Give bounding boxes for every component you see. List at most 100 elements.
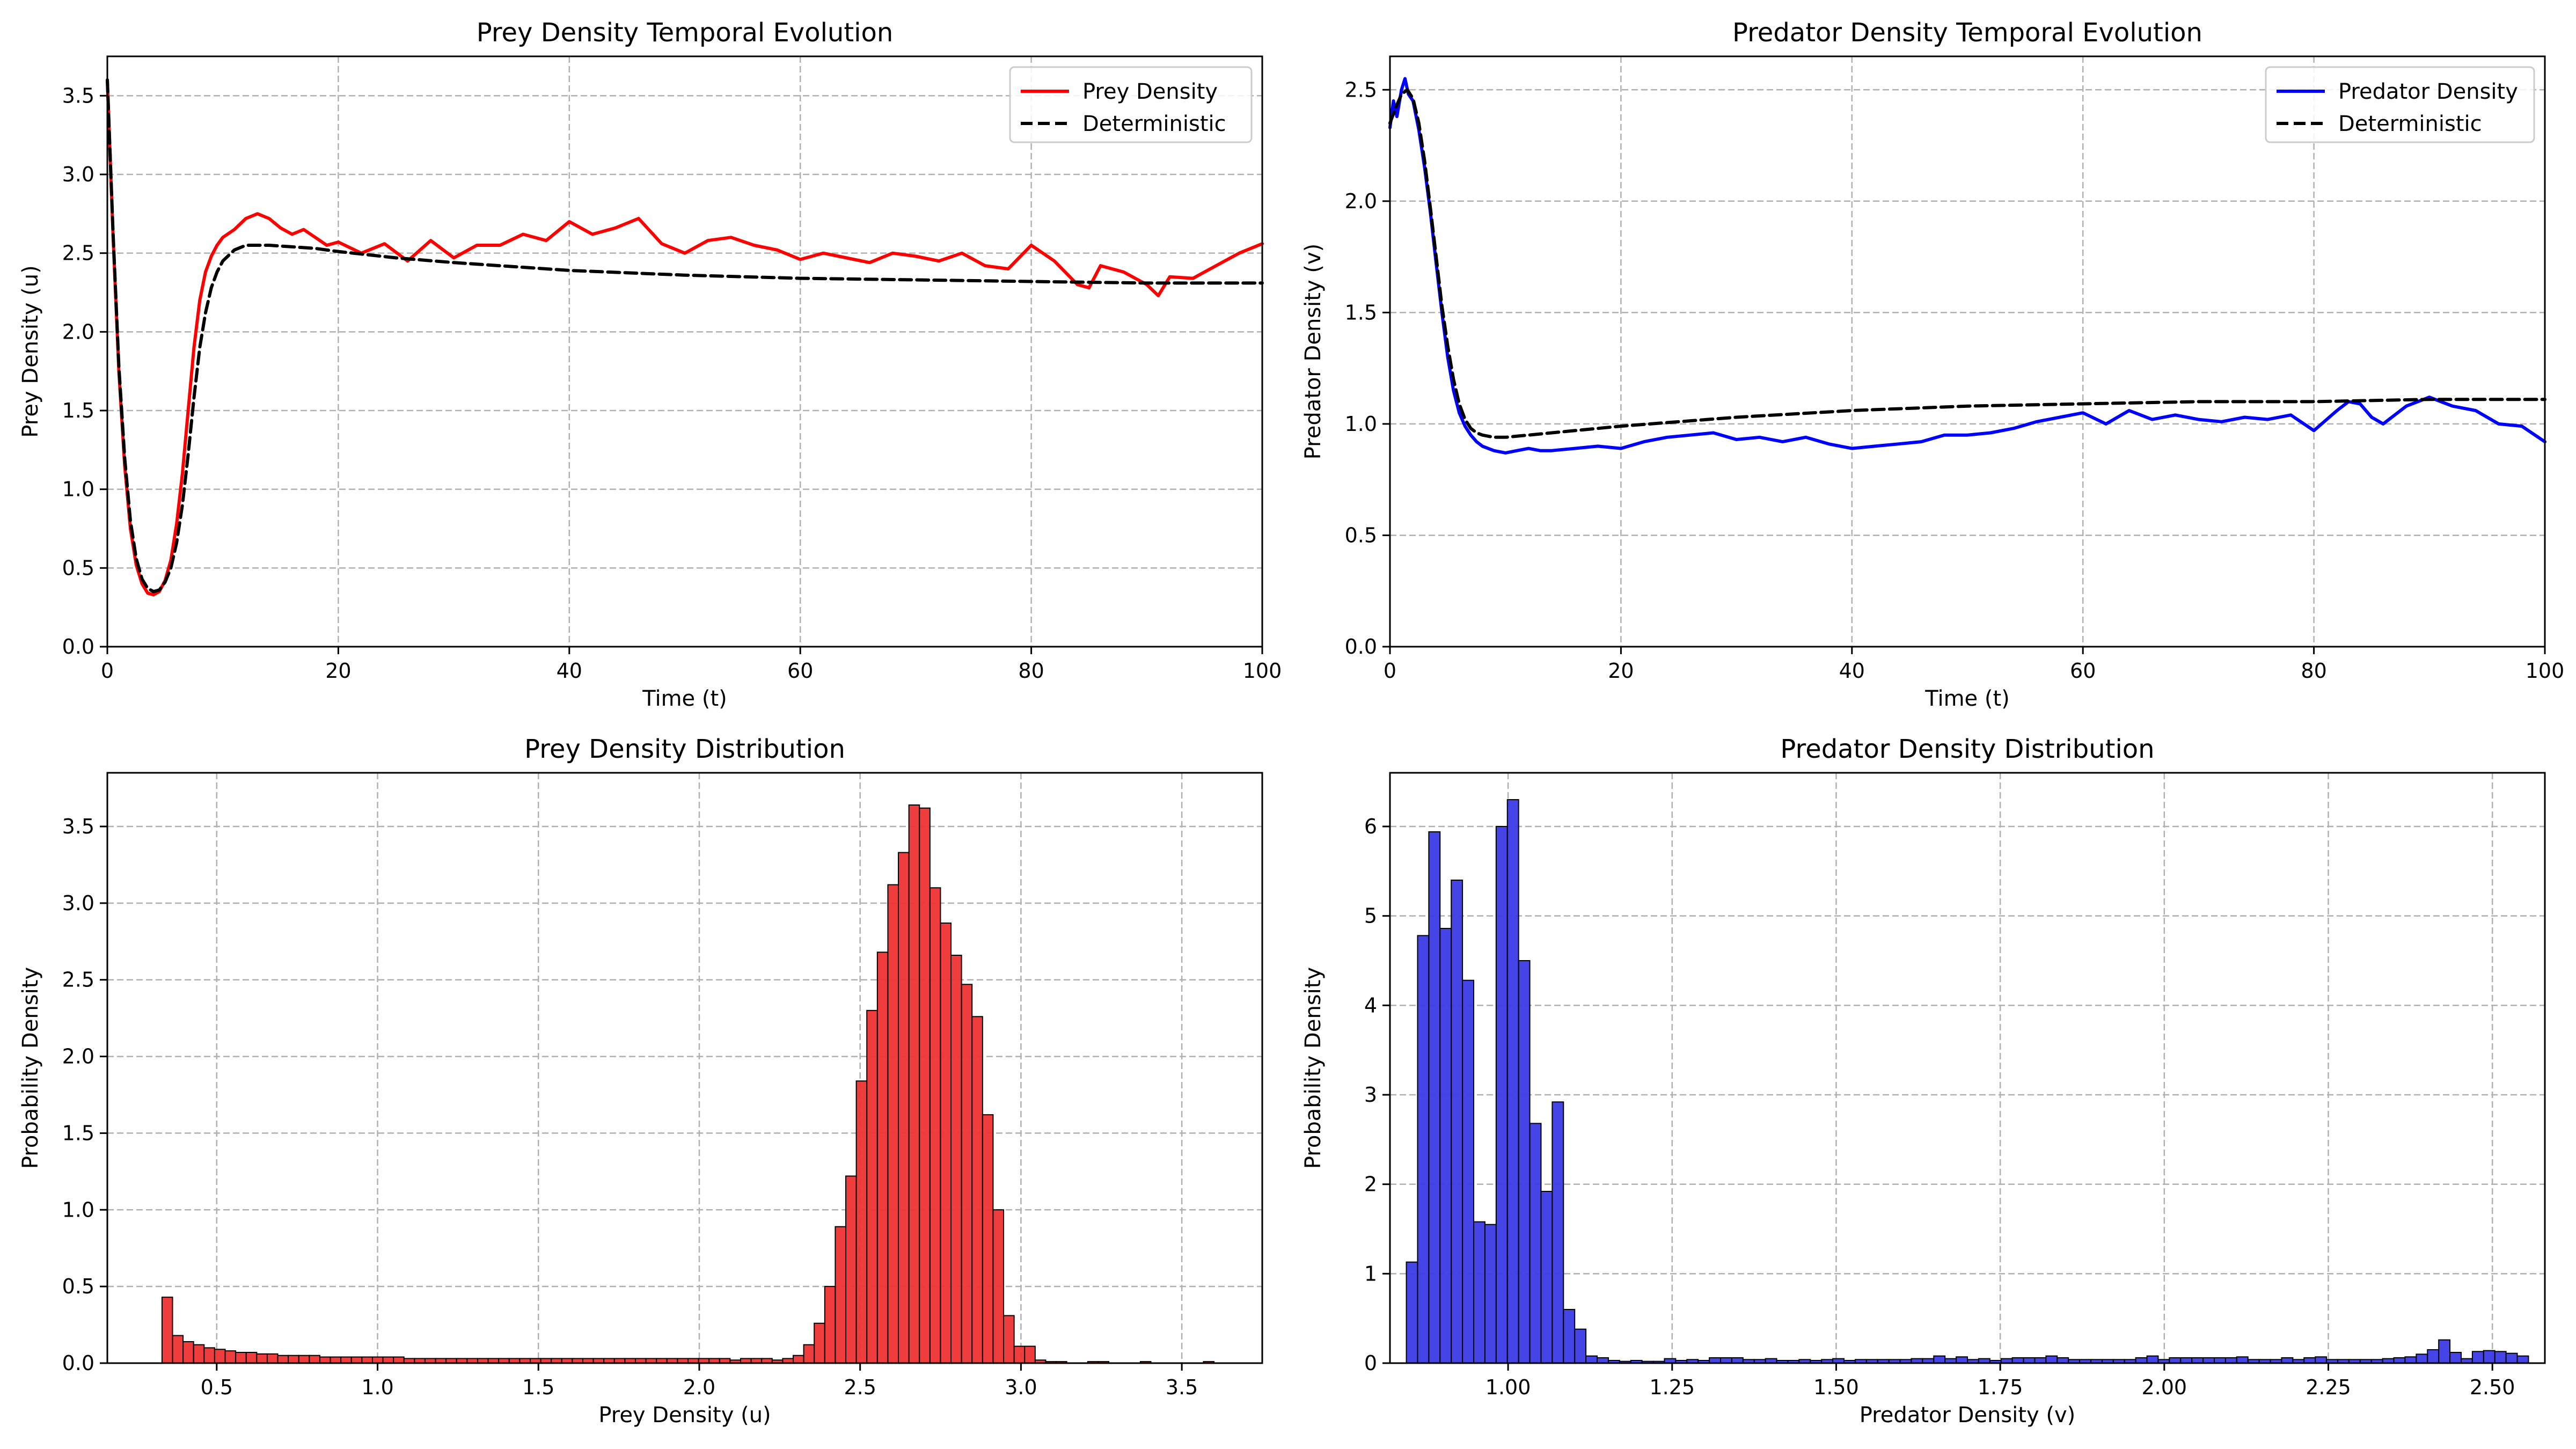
x-tick-label: 3.0 [1005,1375,1037,1399]
x-tick-label: 80 [2301,659,2326,683]
x-tick-label: 2.00 [2142,1375,2187,1399]
histogram-bar [361,1356,373,1364]
histogram-bar [2045,1355,2058,1364]
y-axis-label: Predator Density (v) [1301,244,1326,459]
histogram-bar [1003,1315,1015,1364]
histogram-bar [908,804,920,1364]
axes-frame [106,55,1263,648]
histogram-bar [2449,1352,2462,1364]
x-tick-label: 1.00 [1485,1375,1531,1399]
x-tick-label: 0.5 [201,1375,233,1399]
y-tick-label: 0.5 [62,556,94,580]
prey-temporal-chart: 0 20 40 60 80 100 0.0 0.5 1.0 1.5 2.0 2.5 3.0 3.5 Prey… [18,18,1282,711]
y-tick-label: 1.5 [1345,301,1377,324]
histogram-bar [2146,1355,2159,1364]
y-tick-label: 0 [1364,1351,1377,1375]
y-tick-label: 5 [1364,904,1377,928]
histogram-bar [982,1114,994,1364]
y-tick-label: 0.0 [1345,635,1377,658]
histogram-bar [277,1355,289,1364]
chart-title: Predator Density Distribution [1780,734,2154,764]
histogram-bar [2516,1355,2529,1364]
x-tick-label: 40 [557,659,582,683]
y-tick-label: 1.0 [1345,412,1377,436]
y-tick-label: 1.5 [62,399,94,422]
histogram-bar [288,1355,299,1364]
histogram-bar [2505,1352,2518,1364]
histogram-bar [266,1353,279,1364]
legend-box [2265,66,2535,143]
histogram-bar [2438,1339,2451,1364]
histogram-bar [824,1286,836,1364]
legend-label: Predator Density [2338,79,2518,104]
histogram-bar [235,1352,247,1364]
histogram-bar [203,1347,215,1364]
y-tick-label: 6 [1364,815,1377,838]
histogram-bar [876,952,889,1364]
legend-label: Deterministic [2338,112,2482,136]
y-tick-label: 4 [1364,993,1377,1017]
y-tick-label: 1 [1364,1262,1377,1285]
x-tick-label: 100 [1243,659,1282,683]
x-tick-label: 0 [101,659,114,683]
histogram-bar [256,1353,268,1364]
histogram-bar [1518,960,1531,1364]
x-tick-label: 2.5 [844,1375,876,1399]
histogram-bar [1529,1123,1542,1364]
y-tick-label: 0.5 [1345,523,1377,547]
histogram-bar [1439,928,1452,1364]
axes-frame [106,772,1263,1364]
histogram-bar [2483,1350,2496,1364]
y-axis-label: Probability Density [18,967,43,1169]
histogram-bar [1574,1328,1587,1364]
x-tick-label: 2.0 [683,1375,715,1399]
x-tick-label: 60 [787,659,813,683]
chart-title: Prey Density Temporal Evolution [477,18,894,48]
histogram-bar [1473,1221,1485,1364]
x-tick-label: 100 [2526,659,2565,683]
x-tick-label: 2.25 [2306,1375,2351,1399]
axes-frame [1389,772,2546,1364]
histogram-bar [1506,799,1519,1364]
histogram-bar [950,955,962,1364]
y-tick-label: 0.0 [62,635,94,658]
y-tick-label: 0.5 [62,1275,94,1298]
histogram-bar [224,1350,237,1364]
histogram-bar [835,1226,847,1364]
histogram-bar [1933,1355,1946,1364]
legend-box [1009,66,1253,143]
histogram-bar [898,852,910,1364]
density-series-line [106,78,1264,597]
histogram-bar [1552,1101,1564,1364]
histogram-bar [1484,1224,1497,1364]
histogram-bar [309,1355,320,1364]
histogram-bar [2236,1356,2249,1364]
histogram-bar [298,1355,310,1364]
histogram-bar [845,1175,857,1364]
histogram-bar [182,1341,194,1364]
axes-frame [1389,55,2546,648]
histogram-bar [193,1344,205,1364]
histogram-bar [992,1209,1005,1364]
chart-title: Prey Density Distribution [524,734,845,764]
histogram-bar [2416,1353,2428,1364]
histogram-bar [1956,1356,1968,1364]
histogram-bar [393,1356,405,1364]
y-tick-label: 3.5 [62,815,94,838]
y-tick-label: 3.5 [62,84,94,107]
histogram-bar [971,1016,983,1364]
predator-distribution-chart: 1.00 1.25 1.50 1.75 2.00 2.25 2.50 0 1 2 3 4 5 6 Preda… [1301,734,2546,1428]
x-tick-label: 40 [1839,659,1865,683]
x-tick-label: 1.75 [1978,1375,2023,1399]
y-tick-label: 0.0 [62,1351,94,1375]
x-axis-label: Time (t) [1924,686,2010,711]
histogram-bar [172,1335,184,1364]
histogram-bar [1495,826,1508,1364]
histogram-bar [1585,1355,1598,1364]
histogram-bar [1024,1345,1036,1364]
x-tick-label: 3.5 [1166,1375,1198,1399]
predator-temporal-chart: 0 20 40 60 80 100 0.0 0.5 1.0 1.5 2.0 2.5 Predator D… [1301,18,2564,711]
legend-label: Prey Density [1082,79,1218,104]
histogram-bar [1451,880,1463,1364]
histogram-bar [929,887,941,1364]
